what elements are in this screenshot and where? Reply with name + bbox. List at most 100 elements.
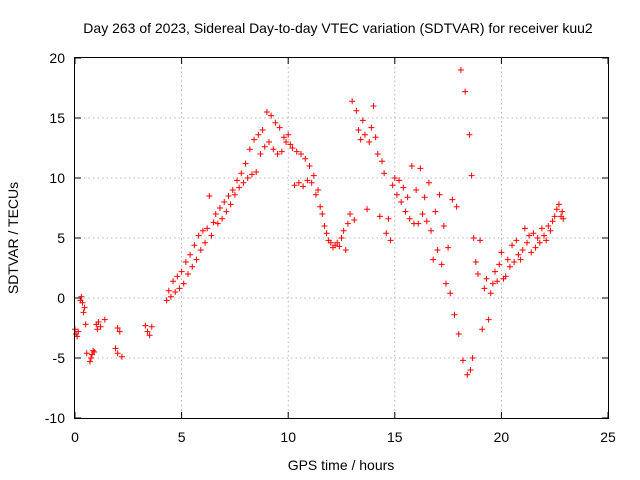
data-point	[80, 309, 87, 316]
data-point	[272, 119, 279, 126]
data-point	[287, 141, 294, 148]
data-point	[440, 223, 447, 229]
data-point	[184, 271, 191, 277]
data-point	[447, 290, 454, 297]
x-tick-label: 10	[280, 429, 296, 445]
data-point	[485, 316, 492, 323]
data-point	[460, 357, 467, 364]
data-point	[263, 109, 270, 115]
x-tick-label: 25	[600, 429, 616, 445]
data-point	[477, 237, 484, 244]
data-point	[248, 171, 255, 178]
data-point	[306, 163, 313, 169]
data-point	[526, 232, 533, 239]
data-point	[199, 227, 206, 234]
data-point	[402, 208, 409, 215]
data-point	[118, 353, 125, 360]
y-tick-label: -5	[53, 350, 66, 366]
data-point	[413, 187, 420, 193]
data-point	[297, 151, 304, 157]
data-point	[432, 208, 439, 215]
data-point	[489, 280, 496, 287]
data-point	[513, 237, 520, 244]
data-point	[462, 88, 469, 95]
data-point	[74, 333, 81, 340]
data-point	[75, 328, 82, 335]
data-point	[404, 194, 411, 201]
y-tick-label: -10	[45, 410, 65, 426]
data-point	[359, 117, 366, 124]
data-point	[323, 230, 330, 237]
x-tick-label: 5	[178, 429, 186, 445]
data-point	[112, 345, 119, 352]
data-point	[338, 235, 345, 241]
data-point	[344, 220, 351, 227]
data-point	[481, 285, 488, 292]
data-point	[308, 179, 315, 186]
data-point	[470, 235, 477, 241]
data-point	[487, 290, 494, 297]
data-point	[83, 350, 90, 357]
data-point	[82, 321, 89, 328]
data-point	[144, 328, 151, 335]
data-point	[114, 325, 121, 331]
data-point	[274, 151, 281, 157]
data-point	[240, 179, 247, 186]
y-tick-label: 10	[49, 170, 65, 186]
data-point	[340, 227, 347, 234]
data-point	[101, 316, 108, 323]
data-point	[79, 299, 86, 306]
data-point	[543, 237, 550, 244]
x-tick-labels: 0 5 10 15 20 25	[71, 429, 616, 445]
data-point	[400, 184, 407, 191]
data-point	[142, 322, 149, 329]
data-point	[528, 249, 535, 256]
data-point	[202, 239, 209, 246]
data-point	[214, 220, 221, 227]
data-point	[246, 146, 253, 153]
data-point	[515, 251, 522, 258]
data-point	[208, 232, 215, 239]
data-point	[387, 237, 394, 244]
data-point	[511, 259, 518, 265]
data-point	[238, 170, 245, 177]
data-point	[293, 148, 300, 155]
data-point	[291, 182, 298, 189]
data-point	[474, 271, 481, 277]
data-point	[553, 206, 560, 213]
data-point	[451, 311, 458, 318]
data-point	[396, 177, 403, 184]
y-axis-label: SDTVAR / TECUs	[5, 182, 21, 294]
data-point	[436, 191, 443, 198]
data-point	[368, 124, 375, 131]
data-point	[95, 319, 102, 325]
data-point	[172, 289, 179, 295]
data-point	[559, 208, 566, 215]
data-point	[178, 268, 185, 275]
data-point	[319, 211, 326, 217]
data-point	[253, 169, 260, 175]
data-point	[532, 244, 539, 251]
x-tick-label: 20	[494, 429, 510, 445]
data-point	[502, 273, 509, 280]
data-point	[167, 293, 174, 300]
data-point	[180, 280, 187, 287]
data-point	[90, 347, 97, 354]
data-points	[72, 67, 567, 378]
data-point	[312, 191, 319, 198]
data-point	[334, 239, 341, 246]
data-point	[276, 124, 283, 131]
data-point	[389, 182, 396, 189]
data-point	[289, 145, 296, 151]
data-point	[283, 139, 290, 145]
data-point	[219, 215, 226, 222]
data-point	[174, 273, 181, 280]
data-point	[315, 187, 322, 193]
data-point	[517, 256, 524, 263]
data-point	[187, 251, 194, 258]
data-point	[216, 205, 223, 211]
data-point	[304, 177, 311, 184]
data-point	[300, 183, 307, 190]
data-point	[261, 143, 268, 150]
data-point	[351, 217, 358, 223]
